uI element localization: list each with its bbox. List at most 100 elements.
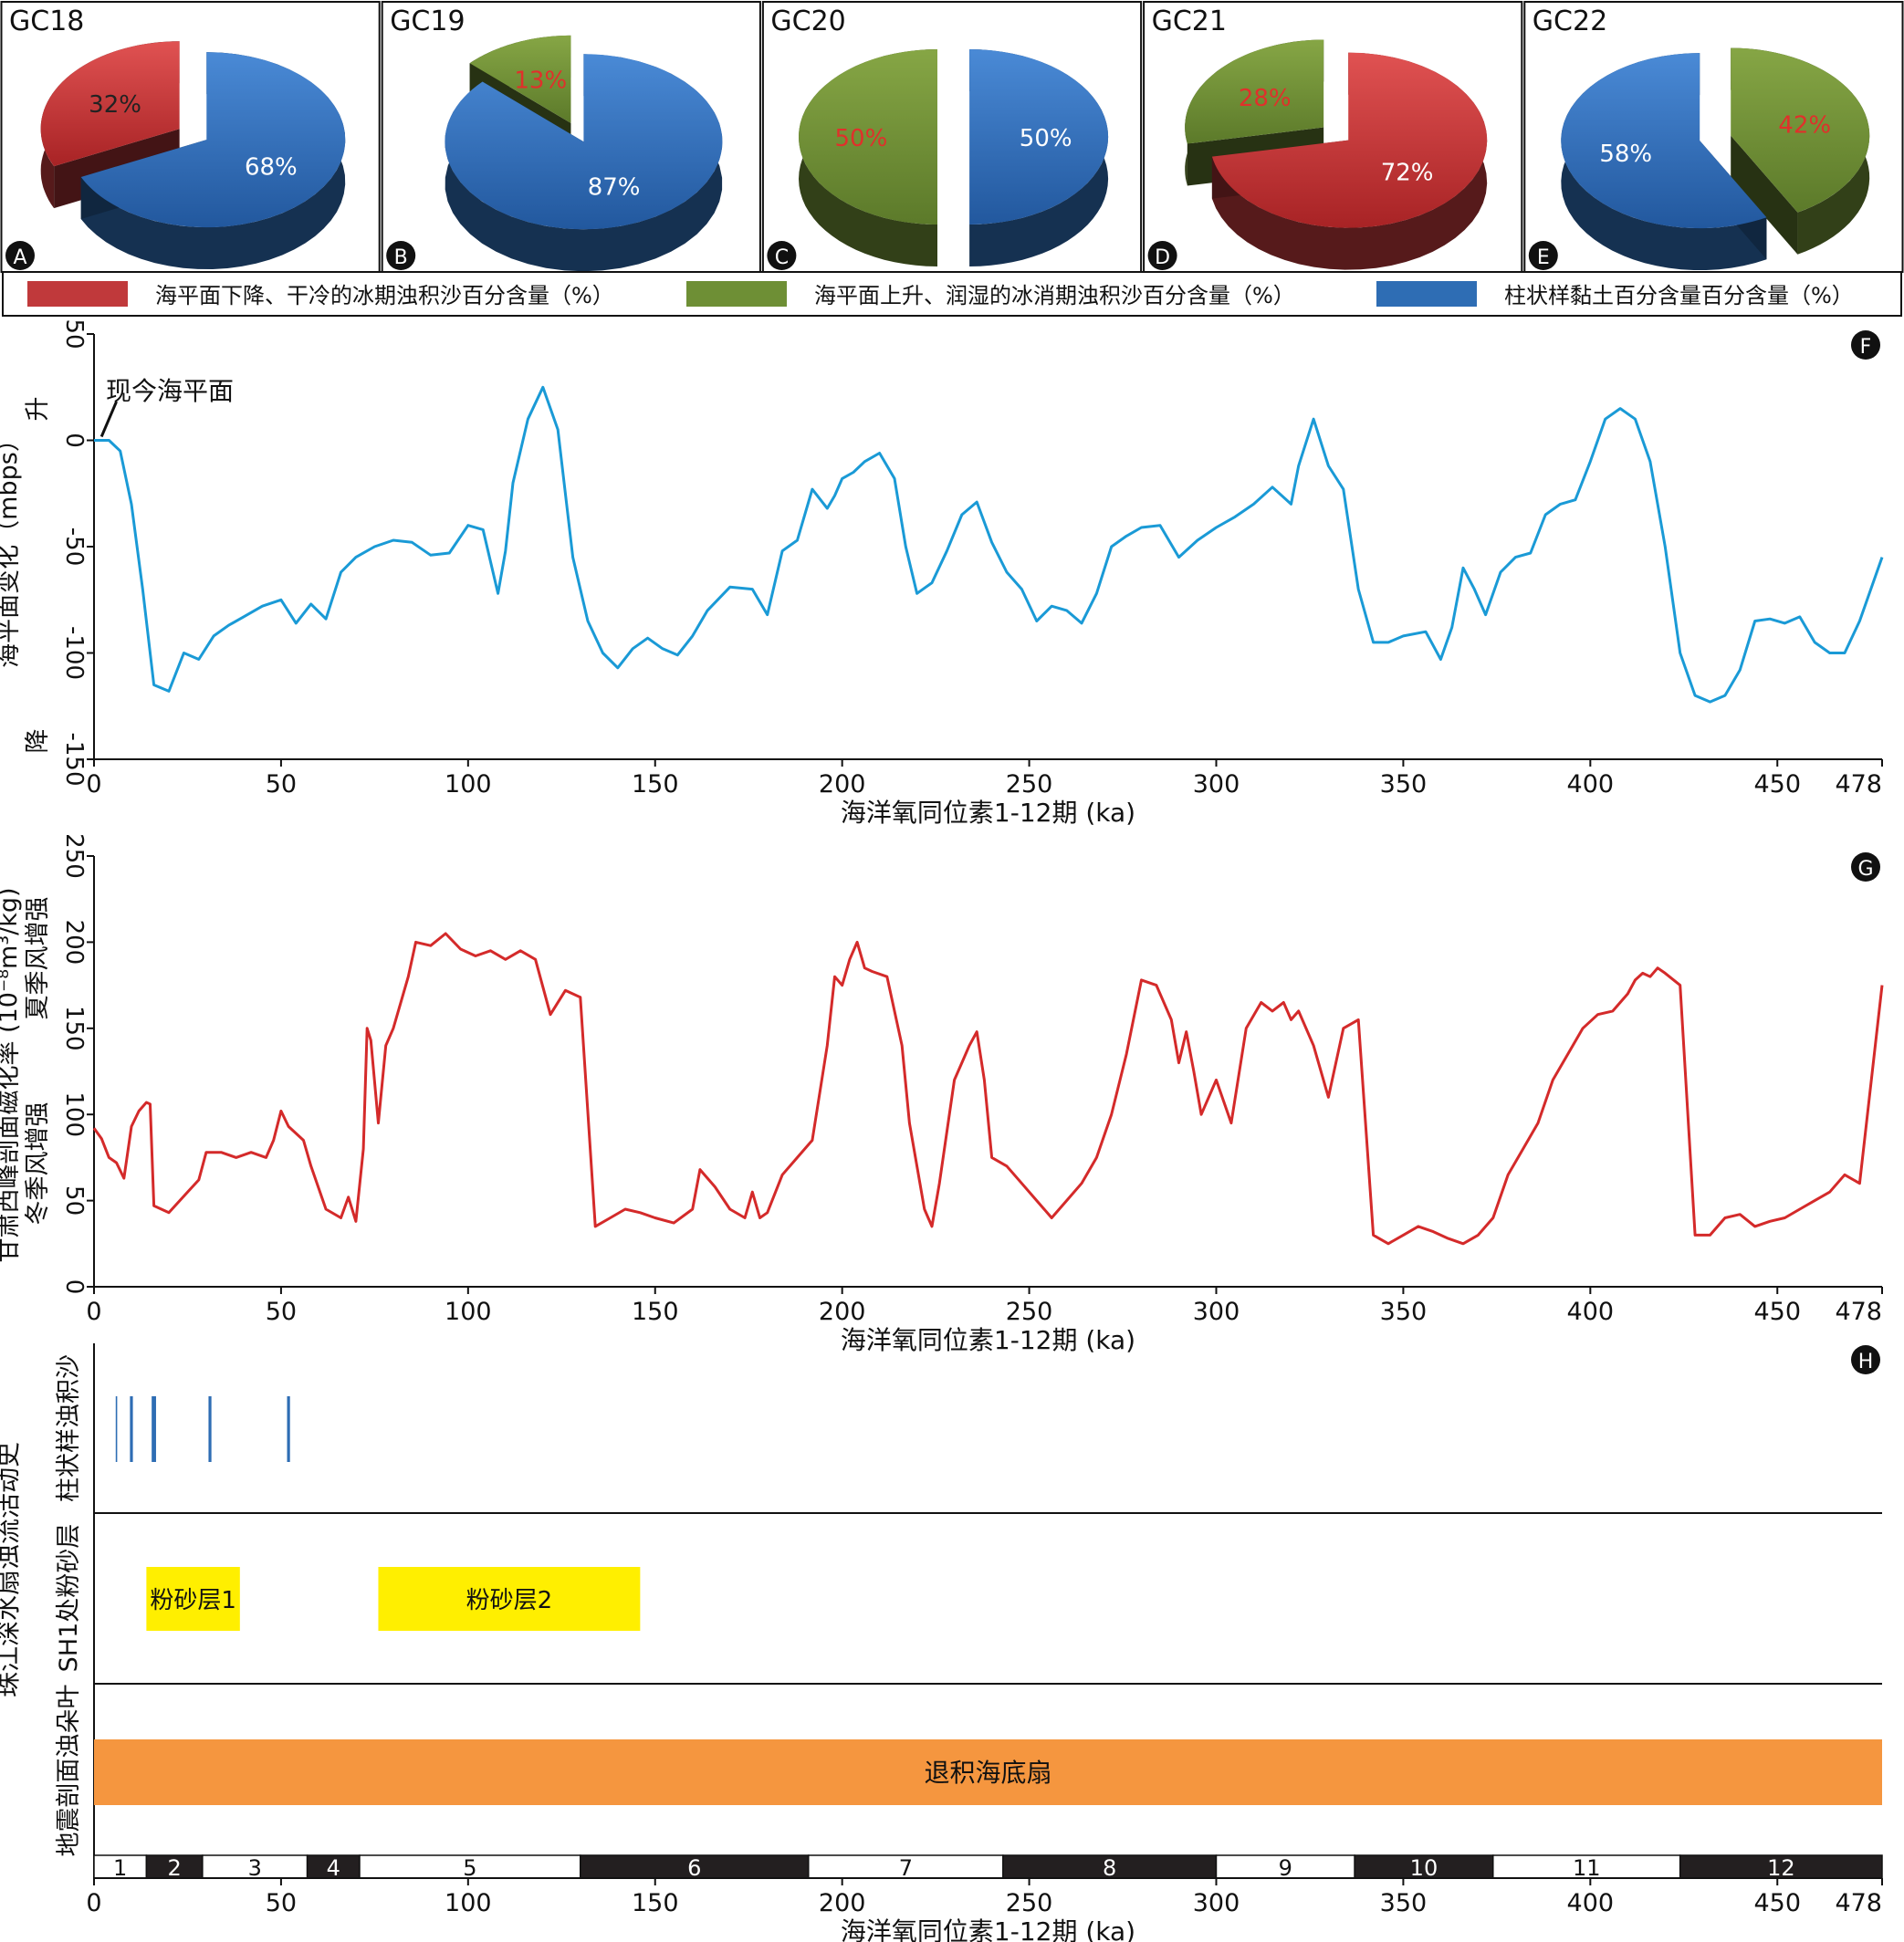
panel-letter: H (1858, 1351, 1874, 1373)
pie-slice-label: 28% (1239, 85, 1292, 112)
silt-layer-label: 粉砂层1 (150, 1587, 236, 1614)
x-axis-label: 海洋氧同位素1-12期 (ka) (841, 798, 1135, 828)
mis-stage-block (1002, 1854, 1218, 1879)
magnetic-susceptibility-chart: 250 200 150 100 50 0 0 50 100 150 200 250 300 350 400 4… (0, 833, 1884, 1355)
pie-panel-c: GC20 50% 50% C (761, 1, 1143, 273)
mis-stage-label: 9 (1279, 1855, 1292, 1881)
panel-badge-d (1147, 241, 1177, 270)
pie-slice-blue (1561, 53, 1767, 229)
pie-slice-blue (445, 54, 723, 230)
mis-stage-label: 12 (1767, 1855, 1795, 1881)
pie-slice-label: 32% (89, 91, 141, 119)
y-axis-down-label: 降 (24, 729, 52, 754)
x-tick-label: 300 (1193, 1889, 1240, 1917)
pie-slice-blue (969, 49, 1109, 224)
legend-swatch-blue (1376, 281, 1477, 307)
y-tick-label: 200 (60, 920, 88, 966)
x-tick-label: 300 (1193, 770, 1240, 799)
y-tick-label: 50 (60, 318, 88, 349)
x-tick-label: 478 (1835, 1298, 1882, 1326)
pie-slice-blue (80, 52, 346, 228)
pie-panel-d: GC21 28% 72% D (1143, 1, 1523, 273)
x-tick-label: 100 (445, 770, 492, 799)
mis-stage-label: 1 (113, 1855, 127, 1881)
pie-title: GC19 (390, 5, 465, 37)
legend-label-blue: 柱状样黏土百分含量百分含量（%） (1504, 283, 1854, 308)
y-tick-label: 0 (60, 1279, 88, 1295)
annotation-pointer (99, 401, 118, 438)
y-tick-label: -100 (60, 626, 88, 680)
pie-legend: 海平面下降、干冷的冰期浊积沙百分含量（%） 海平面上升、润湿的冰消期浊积沙百分含量… (2, 271, 1902, 317)
pie-slice-label: 72% (1381, 159, 1434, 186)
fan-bar (94, 1739, 1882, 1805)
panel-letter: B (394, 246, 408, 269)
panel-letter: F (1860, 336, 1872, 359)
x-tick-label: 400 (1567, 1889, 1615, 1917)
y-tick-label: -50 (60, 527, 88, 566)
y-tick-label: 0 (60, 433, 88, 448)
panel-letter: A (13, 246, 26, 269)
x-tick-label: 50 (266, 770, 297, 799)
series-line (92, 932, 1884, 1246)
y-axis-label: 海平面变化（mbps） (0, 427, 23, 668)
x-tick-label: 200 (819, 1889, 866, 1917)
x-tick-label: 350 (1380, 1889, 1428, 1917)
legend-label-green: 海平面上升、润湿的冰消期浊积沙百分含量（%） (814, 283, 1295, 308)
mis-stage-label: 5 (463, 1855, 476, 1881)
y-axis-down-label: 冬季风增强 (24, 1102, 52, 1226)
pie-slice-green (1731, 47, 1870, 213)
panel-badge-a (5, 241, 35, 270)
series-line (94, 385, 1884, 704)
x-tick-label: 200 (819, 1298, 866, 1326)
y-tick-label: 100 (60, 1091, 88, 1137)
pie-panel-a: GC18 32% 68% A (0, 1, 381, 273)
x-tick-label: 150 (632, 770, 679, 799)
y-axis-up-label: 夏季风增强 (24, 897, 52, 1020)
mis-stage-label: 2 (167, 1855, 181, 1881)
legend-label-red: 海平面下降、干冷的冰期浊积沙百分含量（%） (155, 283, 614, 308)
mis-stage-block (808, 1854, 1004, 1879)
x-axis-label: 海洋氧同位素1-12期 (ka) (841, 1916, 1135, 1942)
panel-badge-g (1851, 852, 1880, 882)
pie-slice-label: 58% (1599, 141, 1652, 168)
pie-panel-e: GC22 58% 42% E (1523, 1, 1904, 273)
mis-stage-block (145, 1854, 204, 1879)
pie-title: GC21 (1152, 5, 1227, 37)
panel-letter: E (1537, 246, 1550, 269)
x-tick-label: 450 (1753, 1298, 1801, 1326)
silt-layer-bar (378, 1567, 641, 1631)
legend-swatch-green (686, 281, 787, 307)
mis-stage-block (1354, 1854, 1494, 1879)
x-tick-label: 478 (1835, 770, 1882, 799)
y-tick-label: 50 (60, 1185, 88, 1216)
x-tick-label: 350 (1380, 770, 1428, 799)
pie-slice-label: 68% (245, 153, 298, 181)
panel-letter: D (1155, 246, 1170, 269)
x-tick-label: 0 (86, 1889, 101, 1917)
panel-badge-h (1851, 1345, 1880, 1374)
pie-slice-label: 50% (835, 125, 888, 152)
x-tick-label: 250 (1006, 770, 1053, 799)
x-tick-label: 50 (266, 1889, 297, 1917)
pie-slice-green (469, 35, 571, 123)
y-tick-label: 150 (60, 1006, 88, 1051)
x-tick-label: 478 (1835, 1889, 1882, 1917)
pie-title: GC20 (770, 5, 845, 37)
panel-letter: C (775, 246, 789, 269)
row-label-lobes: 地震剖面浊朵叶 (55, 1685, 83, 1857)
x-axis-label: 海洋氧同位素1-12期 (ka) (841, 1325, 1135, 1355)
panel-badge-e (1528, 241, 1558, 270)
x-tick-label: 450 (1753, 1889, 1801, 1917)
panel-badge-c (767, 241, 797, 270)
row-label-silt: SH1处粉砂层 (55, 1524, 83, 1673)
mis-stage-label: 6 (687, 1855, 701, 1881)
x-tick-label: 250 (1006, 1889, 1053, 1917)
fan-label: 退积海底扇 (924, 1758, 1051, 1788)
legend-frame (2, 271, 1902, 317)
legend-swatch-red (27, 281, 128, 307)
pie-slice-green (799, 49, 937, 224)
x-tick-label: 300 (1193, 1298, 1240, 1326)
mis-stage-label: 7 (899, 1855, 913, 1881)
